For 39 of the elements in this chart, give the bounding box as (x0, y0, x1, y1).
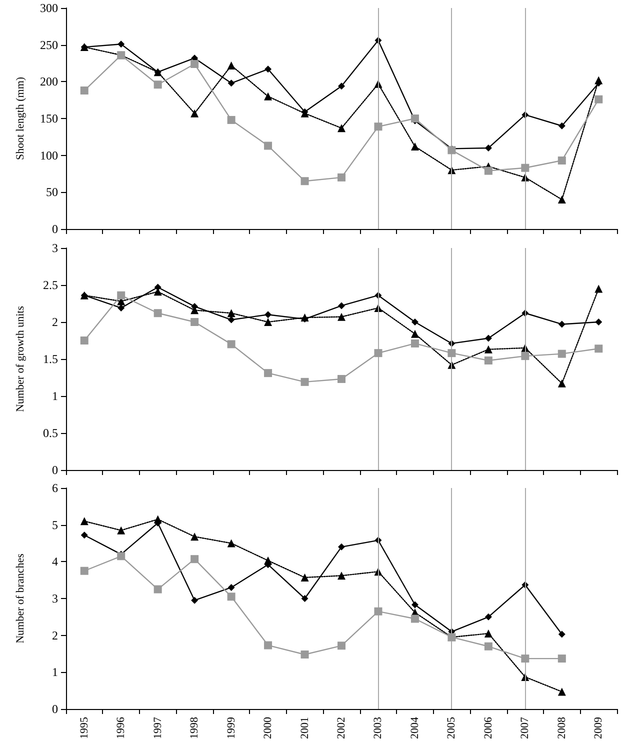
y-tick-label: 150 (40, 112, 58, 126)
x-tick-label: 2001 (298, 717, 311, 739)
x-tick-label: 2006 (482, 716, 494, 739)
y-tick-label: 1.5 (43, 352, 58, 366)
x-tick-label: 1997 (152, 716, 164, 739)
x-tick-label: 1996 (115, 716, 128, 739)
y-tick-label: 50 (46, 185, 58, 200)
x-tick-label: 2000 (262, 716, 274, 739)
y-axis-title: Number of growth units (14, 306, 26, 412)
y-tick-label: 0.5 (43, 426, 58, 440)
y-tick-label: 3 (52, 241, 58, 255)
x-tick-label: 2008 (556, 716, 568, 739)
y-axis-title: Shoot length (mm) (14, 76, 26, 160)
y-axis-title: Number of branches (14, 554, 26, 644)
x-tick-label: 1995 (78, 716, 90, 739)
y-tick-label: 100 (40, 148, 58, 162)
x-tick-label: 1999 (225, 716, 238, 739)
y-tick-label: 2.5 (43, 278, 58, 292)
x-tick-label: 2004 (408, 716, 421, 739)
y-tick-label: 0 (52, 222, 58, 236)
y-tick-label: 2 (52, 315, 58, 329)
y-tick-label: 5 (52, 518, 58, 532)
x-tick-label: 2003 (372, 716, 384, 739)
x-tick-label: 2007 (519, 716, 532, 739)
x-tick-label: 2002 (336, 717, 348, 739)
y-tick-label: 4 (52, 554, 58, 569)
y-tick-label: 1 (52, 389, 58, 403)
y-tick-label: 200 (40, 74, 58, 89)
x-tick-label: 1998 (188, 716, 201, 739)
x-tick-label: 2005 (446, 716, 458, 739)
y-tick-label: 0 (52, 702, 58, 716)
y-tick-label: 1 (52, 665, 58, 680)
x-tick-label: 2009 (592, 716, 605, 739)
y-tick-label: 0 (52, 463, 58, 477)
y-tick-label: 3 (52, 592, 58, 606)
y-tick-label: 6 (52, 481, 58, 495)
y-tick-label: 2 (52, 628, 58, 642)
y-tick-label: 250 (40, 38, 58, 52)
y-tick-label: 300 (40, 1, 58, 15)
